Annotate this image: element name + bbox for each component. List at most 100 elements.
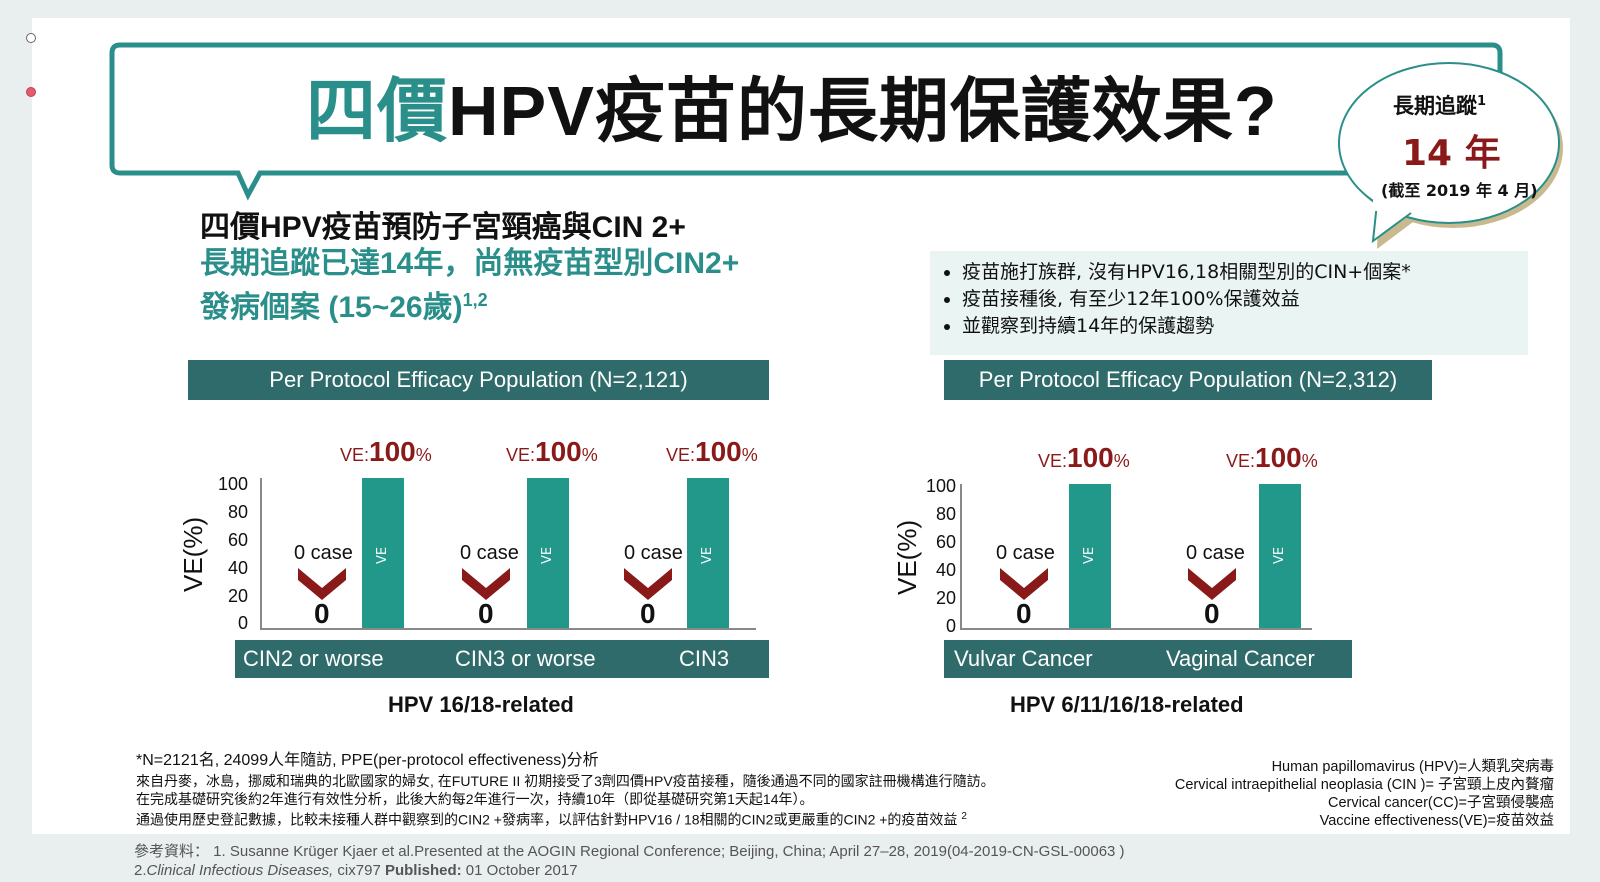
chart1-ve-label: VE:100% bbox=[506, 436, 598, 467]
chart1-bar-series-label: VE bbox=[540, 546, 556, 565]
chart1-chevron-down-icon bbox=[298, 568, 346, 600]
headline-line2: 長期追蹤已達14年，尚無疫苗型別CIN2+ bbox=[200, 247, 740, 280]
footnote-star: *N=2121名, 24099人年隨訪, PPE(per-protocol ef… bbox=[136, 752, 599, 769]
chart1-bar bbox=[687, 478, 729, 628]
chart2-case-count: 0 bbox=[1204, 598, 1220, 629]
chart1-category-label: CIN2 or worse bbox=[243, 646, 384, 671]
key-points-list: 疫苗施打族群, 沒有HPV16,18相關型別的CIN+個案* 疫苗接種後, 有至… bbox=[930, 259, 1528, 340]
chart2-category-band: Vulvar Cancer Vaginal Cancer bbox=[944, 640, 1352, 678]
chart2-ytick: 80 bbox=[935, 504, 956, 524]
chart1-xlabel: HPV 16/18-related bbox=[388, 692, 574, 717]
followup-date-note: (截至 2019 年 4 月) bbox=[1381, 181, 1538, 200]
chart2-bar-series-label: VE bbox=[1082, 546, 1098, 565]
chart2-category-label: Vulvar Cancer bbox=[954, 646, 1093, 671]
chart1-ytick: 80 bbox=[227, 502, 248, 522]
headline-line1: 四價HPV疫苗預防子宮頸癌與CIN 2+ bbox=[200, 211, 686, 244]
nav-dot-empty[interactable] bbox=[26, 33, 36, 43]
reference-2-id: cix797 bbox=[333, 862, 385, 879]
footnote-sup: 2 bbox=[961, 811, 967, 822]
chart2-ytick: 60 bbox=[935, 532, 956, 552]
key-point: 並觀察到持續14年的保護趨勢 bbox=[962, 313, 1528, 340]
chart1-case-count: 0 bbox=[314, 598, 330, 629]
chart2-case-label: 0 case bbox=[1186, 542, 1245, 564]
chart1-y-axis bbox=[260, 478, 262, 630]
headline-line3: 發病個案 (15~26歲)1,2 bbox=[200, 282, 739, 326]
chart1-case-count: 0 bbox=[478, 598, 494, 629]
chart1-category-label: CIN3 or worse bbox=[455, 646, 596, 671]
page-title: 四價HPV疫苗的長期保護效果? bbox=[306, 66, 1278, 156]
chart1-bar bbox=[362, 478, 404, 628]
title-rest: HPV疫苗的長期保護效果? bbox=[448, 72, 1278, 150]
headline: 四價HPV疫苗預防子宮頸癌與CIN 2+ 長期追蹤已達14年，尚無疫苗型別CIN… bbox=[200, 210, 739, 326]
chart2-ytick: 100 bbox=[925, 476, 956, 496]
glossary: Human papillomavirus (HPV)=人類乳突病毒 Cervic… bbox=[1175, 758, 1554, 830]
chart2-ytick: 20 bbox=[935, 588, 956, 608]
reference-1: 參考資料： 1. Susanne Krüger Kjaer et al.Pres… bbox=[134, 843, 1125, 860]
chart1-ytick: 0 bbox=[237, 613, 248, 633]
reference-2-journal: Clinical Infectious Diseases, bbox=[146, 862, 334, 879]
chart1-ve-label: VE:100% bbox=[340, 436, 432, 467]
chart1-case-label: 0 case bbox=[460, 542, 519, 564]
footnote-line: 來自丹麥，冰島，挪威和瑞典的北歐國家的婦女, 在FUTURE II 初期接受了3… bbox=[136, 773, 995, 789]
key-points-box: 疫苗施打族群, 沒有HPV16,18相關型別的CIN+個案* 疫苗接種後, 有至… bbox=[930, 251, 1528, 355]
chart2-category-label: Vaginal Cancer bbox=[1166, 646, 1315, 671]
chart2-chevron-down-icon bbox=[1188, 568, 1236, 600]
references: 參考資料： 1. Susanne Krüger Kjaer et al.Pres… bbox=[134, 842, 1125, 880]
chart1-ytick: 100 bbox=[217, 474, 248, 494]
footnote-line-text: 通過使用歷史登記數據，比較未接種人群中觀察到的CIN2 +發病率，以評估針對HP… bbox=[136, 811, 958, 828]
glossary-item: Cervical intraepithelial neoplasia (CIN … bbox=[1174, 777, 1554, 793]
chart2-x-axis bbox=[960, 628, 1312, 630]
chart1-ylabel: VE(%) bbox=[178, 516, 208, 592]
chart2-xlabel: HPV 6/11/16/18-related bbox=[1010, 692, 1244, 717]
glossary-item: Human papillomavirus (HPV)=人類乳突病毒 bbox=[1271, 759, 1554, 775]
chart1-case-label: 0 case bbox=[624, 542, 683, 564]
chart2-ve-label: VE:100% bbox=[1226, 442, 1318, 473]
reference-2-date: 01 October 2017 bbox=[461, 862, 578, 879]
chart1-case-count: 0 bbox=[640, 598, 656, 629]
nav-dot-active[interactable] bbox=[26, 87, 36, 97]
chart2-y-axis bbox=[960, 484, 962, 630]
reference-2: 2.Clinical Infectious Diseases, cix797 P… bbox=[134, 861, 1125, 880]
chart2-bar bbox=[1259, 484, 1301, 628]
chart2-bar bbox=[1069, 484, 1111, 628]
title-callout bbox=[109, 42, 1503, 201]
reference-2-published: Published: bbox=[384, 862, 462, 879]
followup-bubble bbox=[1338, 62, 1563, 249]
chart2-ytick: 40 bbox=[935, 560, 956, 580]
headline-sup: 1,2 bbox=[462, 290, 488, 310]
chart1-ytick: 20 bbox=[227, 586, 248, 606]
footnote-line: 通過使用歷史登記數據，比較未接種人群中觀察到的CIN2 +發病率，以評估針對HP… bbox=[136, 808, 995, 829]
headline-line3-text: 發病個案 (15~26歲) bbox=[200, 291, 463, 324]
key-point: 疫苗接種後, 有至少12年100%保護效益 bbox=[962, 286, 1528, 313]
chart1-chevron-down-icon bbox=[624, 568, 672, 600]
chart2-case-label: 0 case bbox=[996, 542, 1055, 564]
chart2-ve-label: VE:100% bbox=[1038, 442, 1130, 473]
chart2-ytick: 0 bbox=[945, 616, 956, 636]
chart1-bar bbox=[527, 478, 569, 628]
glossary-item: Vaccine effectiveness(VE)=疫苗效益 bbox=[1319, 813, 1554, 829]
chart2-case-count: 0 bbox=[1016, 598, 1032, 629]
key-point: 疫苗施打族群, 沒有HPV16,18相關型別的CIN+個案* bbox=[962, 259, 1528, 286]
footnote-lines: 來自丹麥，冰島，挪威和瑞典的北歐國家的婦女, 在FUTURE II 初期接受了3… bbox=[136, 772, 995, 829]
chart2-bar-series-label: VE bbox=[1272, 546, 1288, 565]
chart1-bar-series-label: VE bbox=[700, 546, 716, 565]
footnote-line: 在完成基礎研究後約2年進行有效性分析，此後大約每2年進行一次，持續10年（即從基… bbox=[136, 791, 814, 807]
chart2-chevron-down-icon bbox=[1000, 568, 1048, 600]
followup-text: 長期追蹤 bbox=[1393, 94, 1477, 118]
chart1-case-label: 0 case bbox=[294, 542, 353, 564]
glossary-item: Cervical cancer(CC)=子宮頸侵襲癌 bbox=[1328, 795, 1554, 811]
chart1-category-band: CIN2 or worse CIN3 or worse CIN3 bbox=[235, 640, 769, 678]
chart1-chevron-down-icon bbox=[462, 568, 510, 600]
chart1-x-axis bbox=[260, 628, 756, 630]
chart1-ytick: 40 bbox=[227, 558, 248, 578]
reference-2-prefix: 2. bbox=[134, 862, 147, 879]
followup-years: 14 年 bbox=[1402, 133, 1501, 174]
title-highlight: 四價 bbox=[306, 72, 448, 150]
followup-label: 長期追蹤1 bbox=[1393, 90, 1486, 120]
followup-sup: 1 bbox=[1477, 94, 1487, 109]
chart2-title-band: Per Protocol Efficacy Population (N=2,31… bbox=[944, 360, 1432, 400]
chart1-ve-label: VE:100% bbox=[666, 436, 758, 467]
chart1-category-label: CIN3 bbox=[679, 646, 730, 671]
chart1-ytick: 60 bbox=[227, 530, 248, 550]
chart1-title-band: Per Protocol Efficacy Population (N=2,12… bbox=[188, 360, 769, 400]
